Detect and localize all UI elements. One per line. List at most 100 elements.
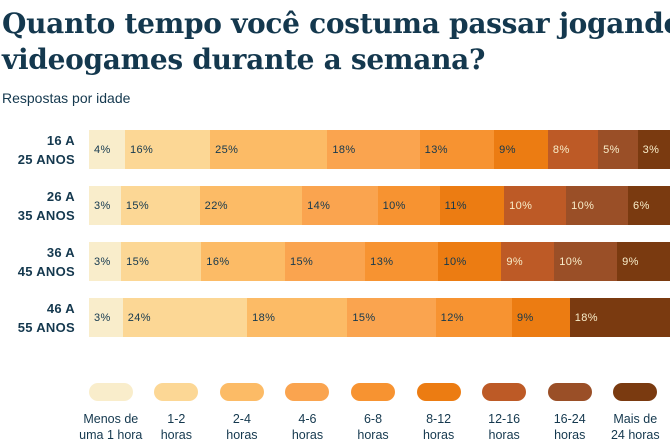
legend-label-line: 1-2 (167, 412, 186, 426)
legend-swatch (613, 383, 658, 401)
legend-label-line: 8-12 (426, 412, 452, 426)
bar-segment: 4% (89, 130, 125, 169)
bar-segment: 18% (327, 130, 420, 169)
legend-label-line: 4-6 (298, 412, 317, 426)
segment-value-label: 3% (94, 199, 111, 212)
legend-item-9: Mais de 24 horas (603, 383, 669, 443)
age-group-label-line: 25 ANOS (17, 151, 75, 167)
bar-segment: 24% (122, 298, 248, 337)
age-group-label: 16 A 25 ANOS (0, 131, 75, 169)
bar-segment: 25% (210, 130, 328, 169)
legend-item-7: 12-16 horas (471, 383, 537, 443)
legend-item-2: 1-2 horas (144, 383, 210, 443)
bar-segment: 10% (504, 186, 567, 225)
legend-label-line: 16-24 (553, 412, 586, 426)
bar-segment: 8% (547, 130, 599, 169)
legend-swatch (88, 383, 133, 401)
bar-segment: 16% (201, 242, 285, 281)
bar-segment: 13% (419, 130, 495, 169)
bar-rows: 16 A 25 ANOS 4% 16% 25% 18% 13% 9% 8% 5% 3% 26 A 35 … (0, 130, 670, 337)
segment-value-label: 6% (633, 199, 650, 212)
bar-segment: 16% (124, 130, 211, 169)
segment-value-label: 15% (289, 255, 314, 268)
segment-value-label: 9% (622, 255, 639, 268)
bar-segment: 10% (566, 186, 629, 225)
segment-value-label: 13% (424, 143, 448, 156)
bar-segment: 18% (247, 298, 348, 337)
legend-item-4: 4-6 horas (275, 383, 341, 443)
legend-label-line: Mais de (613, 412, 658, 426)
segment-value-label: 4% (94, 143, 111, 156)
bar-segment: 3% (637, 130, 670, 169)
segment-value-label: 25% (215, 143, 239, 156)
legend-swatch (285, 383, 330, 401)
stacked-bar: 4% 16% 25% 18% 13% 9% 8% 5% 3% (89, 130, 670, 169)
legend-label-line: horas (488, 428, 520, 442)
segment-value-label: 10% (559, 255, 583, 268)
segment-value-label: 9% (516, 311, 534, 324)
stacked-bar: 3% 15% 22% 14% 10% 11% 10% 10% 6% (89, 186, 670, 225)
bar-segment: 10% (554, 242, 618, 281)
chart-title-line-1: Quanto tempo você costuma passar jogando (2, 7, 670, 40)
legend-label-line: horas (357, 428, 389, 442)
segment-value-label: 15% (352, 311, 376, 324)
age-group-label-line: 46 A (46, 300, 75, 316)
legend-label-line: horas (554, 428, 586, 442)
age-group-label-line: 55 ANOS (17, 319, 75, 335)
bar-segment: 22% (199, 186, 303, 225)
legend-label-line: 24 horas (610, 428, 660, 442)
bar-row-3: 36 A 45 ANOS 3% 15% 16% 15% 13% 10% 9% 10% 9% (0, 242, 670, 281)
chart-subtitle: Respostas por idade (2, 90, 131, 106)
bar-segment: 9% (617, 242, 670, 281)
bar-segment: 3% (89, 186, 121, 225)
age-group-label-line: 45 ANOS (17, 263, 75, 279)
stacked-bar: 3% 24% 18% 15% 12% 9% 18% (89, 298, 670, 337)
bar-segment: 15% (121, 242, 202, 281)
legend-label-line: uma 1 hora (79, 428, 143, 442)
legend-label-line: horas (422, 428, 455, 442)
age-group-label: 36 A 45 ANOS (0, 243, 75, 281)
segment-value-label: 22% (204, 199, 228, 212)
legend-label-line: 2-4 (232, 412, 251, 426)
bar-segment: 3% (89, 298, 123, 337)
legend-label-line: 12-16 (488, 412, 521, 426)
age-group-label-line: 16 A (46, 132, 75, 148)
chart-title-line-2: videogames durante a semana? (2, 43, 486, 76)
bar-segment: 3% (89, 242, 122, 281)
bar-segment: 10% (377, 186, 440, 225)
bar-segment: 15% (284, 242, 366, 281)
bar-segment: 14% (302, 186, 378, 225)
age-group-label-line: 36 A (46, 244, 75, 260)
segment-value-label: 10% (571, 199, 595, 212)
bar-segment: 13% (365, 242, 439, 281)
segment-value-label: 18% (252, 311, 276, 324)
segment-value-label: 15% (126, 255, 150, 268)
legend-item-3: 2-4 horas (209, 383, 275, 443)
bar-segment: 15% (120, 186, 200, 225)
legend-item-1: Menos de uma 1 hora (78, 383, 144, 443)
bar-segment: 5% (598, 130, 638, 169)
legend-item-8: 16-24 horas (537, 383, 603, 443)
segment-value-label: 12% (440, 311, 464, 324)
segment-value-label: 18% (574, 311, 598, 324)
stacked-bar: 3% 15% 16% 15% 13% 10% 9% 10% 9% (89, 242, 670, 281)
segment-value-label: 16% (129, 143, 154, 156)
segment-value-label: 9% (506, 255, 524, 268)
bar-segment: 18% (569, 298, 670, 337)
segment-value-label: 24% (127, 311, 151, 324)
segment-value-label: 9% (499, 143, 516, 156)
bar-segment: 12% (435, 298, 512, 337)
legend-label-line: Menos de (83, 412, 139, 426)
segment-value-label: 10% (443, 255, 467, 268)
bar-row-4: 46 A 55 ANOS 3% 24% 18% 15% 12% 9% 18% (0, 298, 670, 337)
segment-value-label: 8% (552, 143, 570, 156)
age-group-label-line: 26 A (46, 188, 75, 204)
bar-row-2: 26 A 35 ANOS 3% 15% 22% 14% 10% 11% 10% 10% 6% (0, 186, 670, 225)
bar-segment: 11% (439, 186, 505, 225)
chart-legend: Menos de uma 1 hora 1-2 horas 2-4 horas 4-6 hor… (78, 383, 668, 443)
segment-value-label: 3% (642, 143, 660, 156)
stacked-bar-chart: 16 A 25 ANOS 4% 16% 25% 18% 13% 9% 8% 5% 3% 26 A 35 … (0, 130, 670, 337)
age-group-label-line: 35 ANOS (17, 207, 75, 223)
segment-value-label: 3% (94, 255, 111, 268)
